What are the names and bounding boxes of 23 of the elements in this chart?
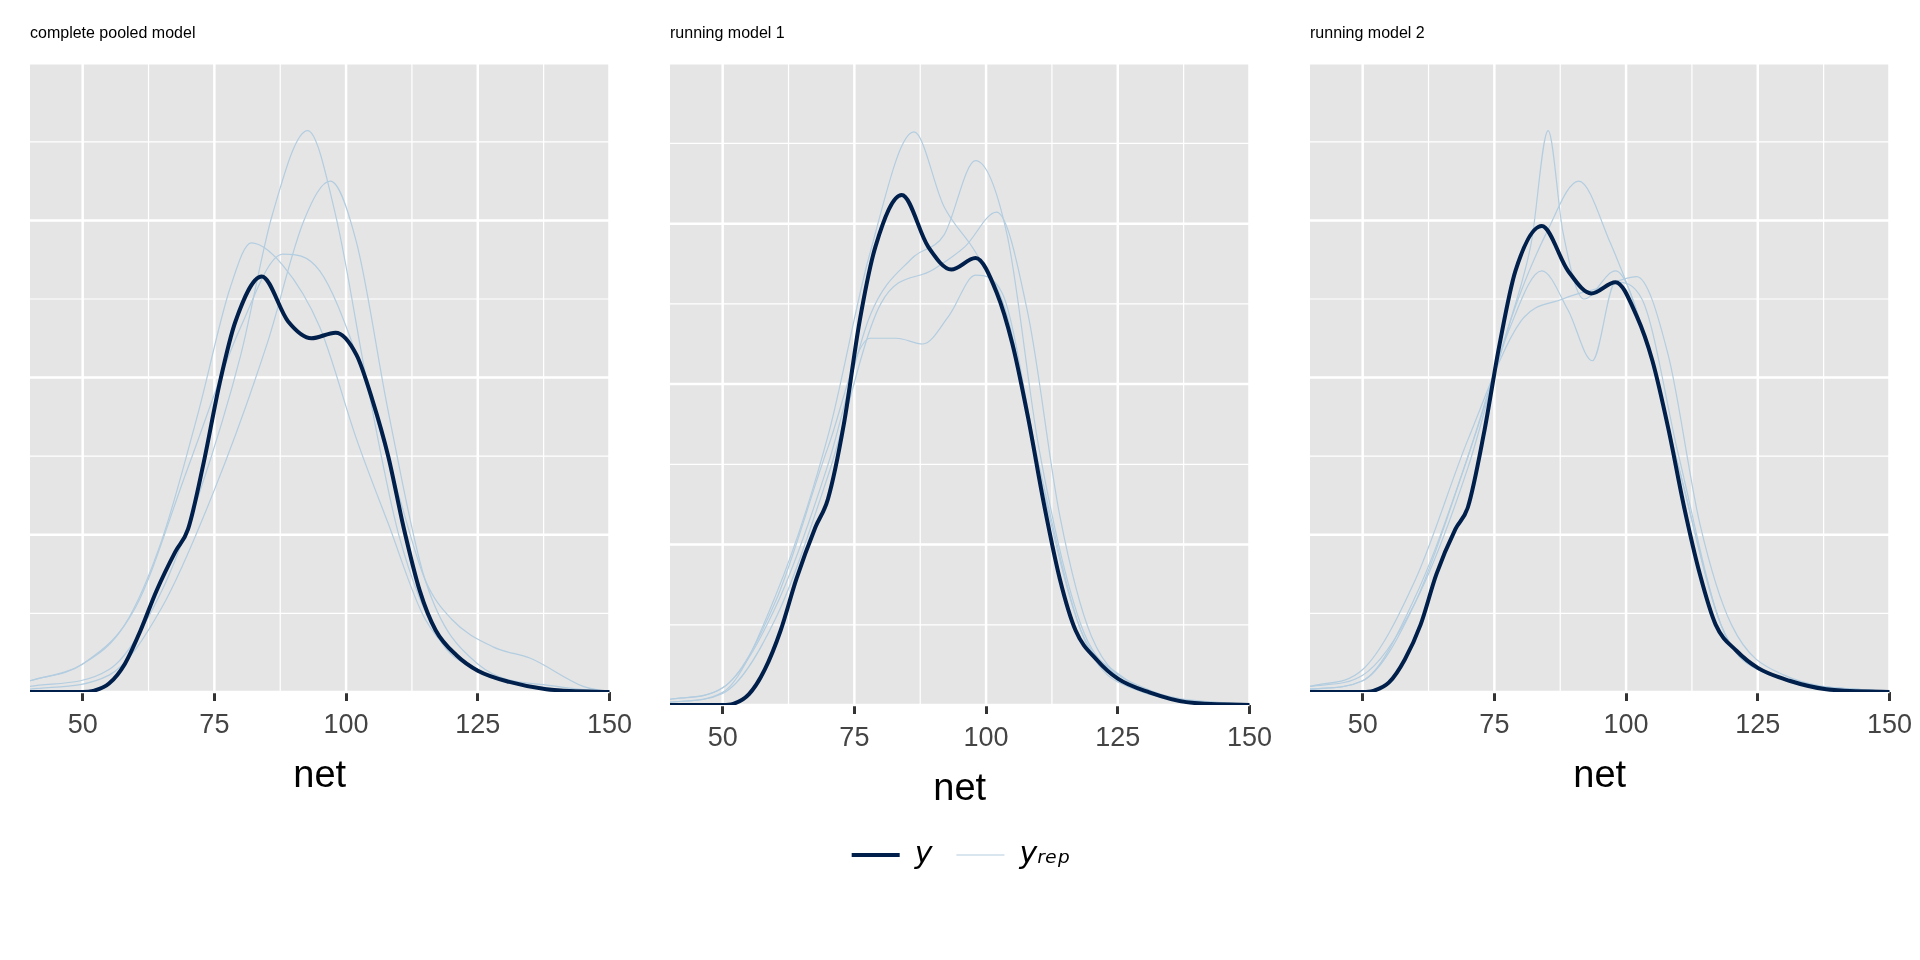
x-tick-label: 100 [323,708,369,739]
x-axis-title: net [1573,752,1627,795]
x-tick-label: 100 [963,721,1009,752]
x-tick-label: 75 [1479,708,1510,739]
legend-label: yᵣₑₚ [1018,834,1071,870]
x-tick-label: 75 [199,708,230,739]
x-tick-label: 150 [1226,721,1273,752]
x-axis-title: net [293,752,347,795]
x-tick-label: 150 [1866,708,1913,739]
x-tick-label: 125 [455,708,501,739]
x-tick-label: 50 [67,708,98,739]
chart-title: complete pooled model [30,24,196,42]
x-tick-label: 150 [586,708,633,739]
legend-label: y [913,834,934,870]
chart-title: running model 2 [1310,24,1425,42]
x-tick-label: 125 [1735,708,1781,739]
x-tick-label: 50 [1347,708,1378,739]
x-tick-label: 125 [1095,721,1141,752]
x-axis-title: net [933,765,987,808]
chart-title: running model 1 [670,24,785,42]
x-tick-label: 100 [1603,708,1649,739]
x-tick-label: 50 [707,721,738,752]
x-tick-label: 75 [839,721,870,752]
